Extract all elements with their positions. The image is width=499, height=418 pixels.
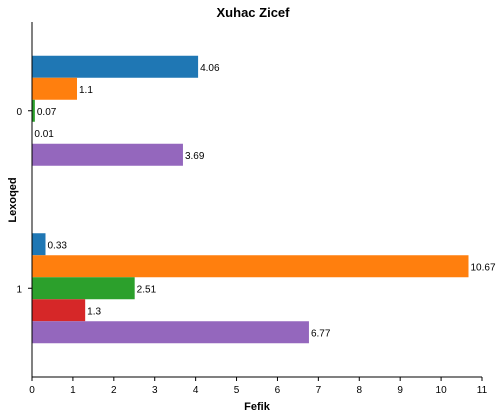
bar-value-label: 0.07 bbox=[37, 107, 57, 118]
bar bbox=[32, 99, 35, 122]
bar bbox=[32, 321, 309, 344]
y-axis-ticks: 01 bbox=[16, 107, 32, 295]
bar bbox=[32, 255, 469, 278]
bar-value-label: 3.69 bbox=[185, 151, 205, 162]
bar-value-label: 10.67 bbox=[471, 262, 496, 273]
x-axis-ticks: 0 1 2 3 4 5 6 7 8 9 10 11 bbox=[29, 377, 488, 396]
bar bbox=[32, 77, 77, 100]
y-tick-label: 1 bbox=[16, 284, 22, 295]
bar-value-label: 1.3 bbox=[87, 306, 101, 317]
x-tick-label: 7 bbox=[316, 385, 322, 396]
bar-value-label: 6.77 bbox=[311, 328, 331, 339]
x-tick-label: 0 bbox=[29, 385, 35, 396]
x-axis-label: Fefik bbox=[244, 401, 271, 413]
y-axis-label: Lexoqed bbox=[7, 177, 19, 222]
chart-title: Xuhac Zicef bbox=[217, 5, 291, 20]
x-tick-label: 1 bbox=[70, 385, 76, 396]
bar-value-label: 4.06 bbox=[200, 63, 220, 74]
y-tick-label: 0 bbox=[16, 107, 22, 118]
plot-area: 4.06 1.1 0.07 0.01 3.69 0.33 10.67 2.51 1.3 6.77 bbox=[32, 55, 496, 344]
bar bbox=[32, 299, 86, 322]
bar bbox=[32, 143, 183, 166]
bar-value-label: 0.33 bbox=[48, 240, 68, 251]
bar bbox=[32, 55, 199, 78]
bar-value-label: 0.01 bbox=[34, 129, 54, 140]
bar bbox=[32, 277, 135, 300]
x-tick-label: 11 bbox=[477, 385, 488, 396]
x-tick-label: 3 bbox=[152, 385, 158, 396]
bar-value-label: 2.51 bbox=[137, 284, 157, 295]
x-tick-label: 6 bbox=[275, 385, 281, 396]
x-tick-label: 8 bbox=[356, 385, 362, 396]
bar bbox=[32, 233, 46, 256]
x-tick-label: 4 bbox=[193, 385, 199, 396]
bar-value-label: 1.1 bbox=[79, 85, 93, 96]
x-tick-label: 10 bbox=[436, 385, 448, 396]
x-tick-label: 5 bbox=[234, 385, 240, 396]
x-tick-label: 2 bbox=[111, 385, 117, 396]
x-tick-label: 9 bbox=[397, 385, 403, 396]
